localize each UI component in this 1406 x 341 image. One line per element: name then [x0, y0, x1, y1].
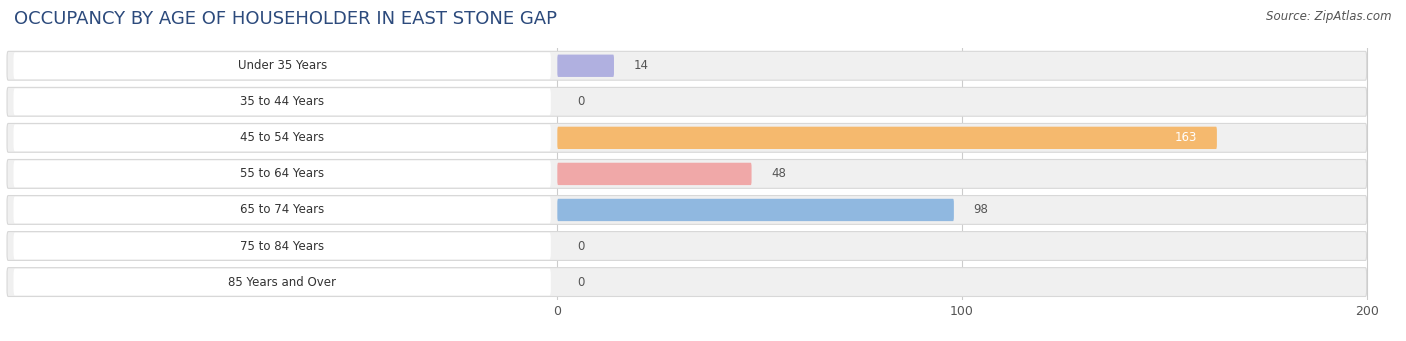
Text: 0: 0	[576, 239, 583, 252]
Text: Under 35 Years: Under 35 Years	[238, 59, 326, 72]
Text: 65 to 74 Years: 65 to 74 Years	[240, 204, 325, 217]
Text: 163: 163	[1175, 131, 1198, 144]
FancyBboxPatch shape	[557, 55, 614, 77]
FancyBboxPatch shape	[14, 53, 551, 79]
FancyBboxPatch shape	[7, 51, 1367, 80]
Text: 98: 98	[973, 204, 988, 217]
Text: Source: ZipAtlas.com: Source: ZipAtlas.com	[1267, 10, 1392, 23]
Text: 0: 0	[576, 276, 583, 288]
Text: 75 to 84 Years: 75 to 84 Years	[240, 239, 325, 252]
FancyBboxPatch shape	[7, 87, 1367, 116]
Text: 14: 14	[633, 59, 648, 72]
FancyBboxPatch shape	[7, 268, 1367, 296]
Text: 35 to 44 Years: 35 to 44 Years	[240, 95, 325, 108]
FancyBboxPatch shape	[14, 161, 551, 187]
FancyBboxPatch shape	[7, 195, 1367, 224]
FancyBboxPatch shape	[14, 88, 551, 115]
Text: 55 to 64 Years: 55 to 64 Years	[240, 167, 325, 180]
FancyBboxPatch shape	[557, 127, 1216, 149]
FancyBboxPatch shape	[14, 233, 551, 260]
FancyBboxPatch shape	[7, 232, 1367, 261]
Text: OCCUPANCY BY AGE OF HOUSEHOLDER IN EAST STONE GAP: OCCUPANCY BY AGE OF HOUSEHOLDER IN EAST …	[14, 10, 557, 28]
FancyBboxPatch shape	[14, 197, 551, 223]
FancyBboxPatch shape	[557, 163, 752, 185]
FancyBboxPatch shape	[14, 124, 551, 151]
FancyBboxPatch shape	[7, 160, 1367, 188]
Text: 0: 0	[576, 95, 583, 108]
Text: 85 Years and Over: 85 Years and Over	[228, 276, 336, 288]
Text: 48: 48	[770, 167, 786, 180]
FancyBboxPatch shape	[14, 269, 551, 295]
FancyBboxPatch shape	[7, 123, 1367, 152]
Text: 45 to 54 Years: 45 to 54 Years	[240, 131, 325, 144]
FancyBboxPatch shape	[557, 199, 953, 221]
